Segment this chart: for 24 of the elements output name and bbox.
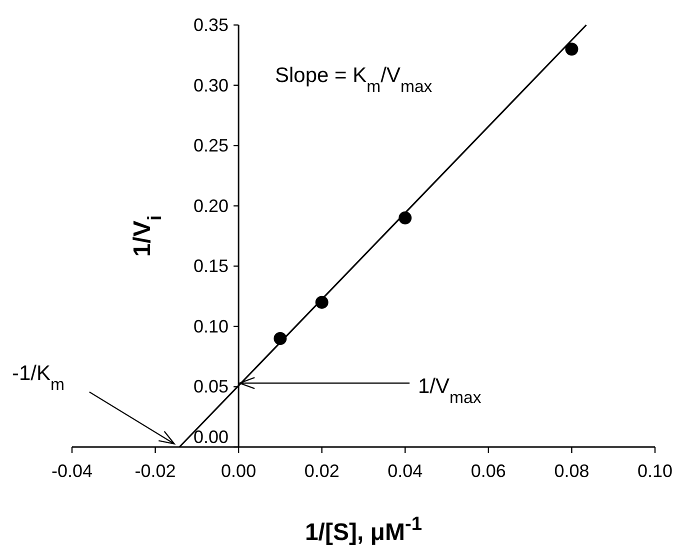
y-tick-label: 0.05 xyxy=(194,376,229,397)
x-tick-label: 0.04 xyxy=(388,461,423,481)
y-tick-label: 0.20 xyxy=(194,196,229,216)
y-tick-label: 0.35 xyxy=(194,15,229,35)
point xyxy=(315,296,328,309)
x-tick-label: 0.02 xyxy=(304,461,340,481)
y-tick-label: 0.00 xyxy=(194,427,229,447)
x-tick-label: 0.10 xyxy=(637,461,673,481)
x-tick-label: 0.06 xyxy=(470,461,506,481)
point xyxy=(565,42,578,56)
x-tick-label: 0.00 xyxy=(221,461,256,481)
x-tick-label: -0.04 xyxy=(51,461,93,481)
point xyxy=(274,332,287,345)
x-axis-title: 1/[S], μM$^{-1}$ xyxy=(304,514,422,546)
annotation: 1/V$_{max}$ xyxy=(418,375,482,406)
annotation: Slope = K$_{m}$/V$_{max}$ xyxy=(275,64,433,96)
x-tick-label: 0.08 xyxy=(554,461,590,481)
y-tick-label: 0.30 xyxy=(194,75,229,96)
annotation: -1/K$_{m}$ xyxy=(12,362,64,394)
y-tick-label: 0.25 xyxy=(194,136,229,156)
y-tick-label: 0.15 xyxy=(194,256,229,276)
x-tick-label: -0.02 xyxy=(134,461,176,481)
y-tick-label: 0.10 xyxy=(194,316,229,336)
point xyxy=(398,211,412,224)
